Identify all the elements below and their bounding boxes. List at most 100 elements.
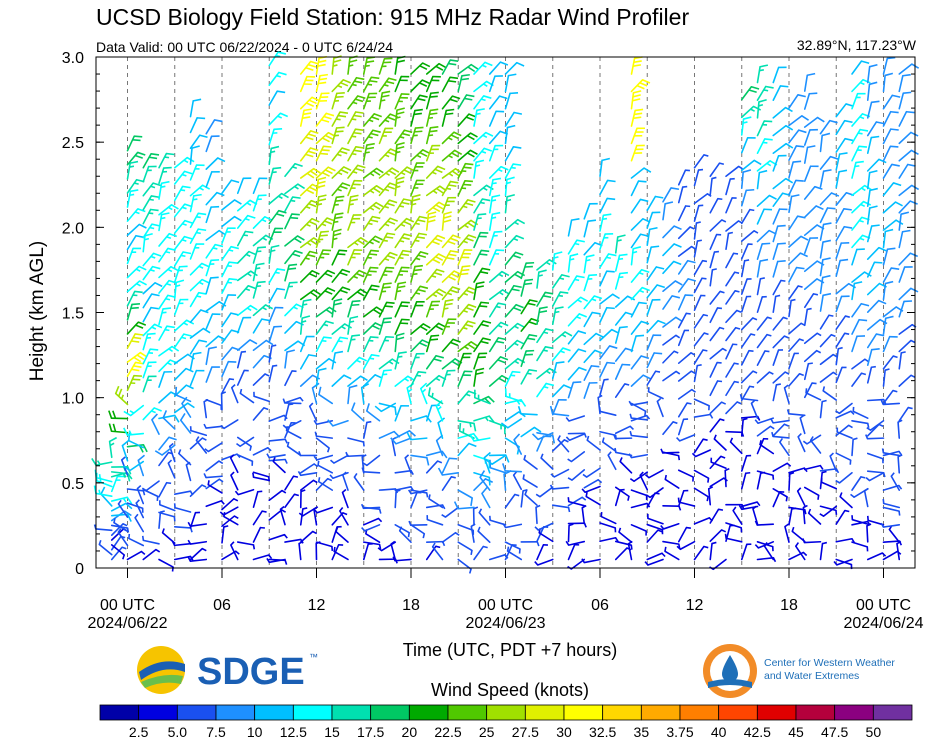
wind-barb <box>473 281 485 301</box>
wind-barb <box>567 451 586 463</box>
wind-barb <box>646 195 664 212</box>
wind-barb <box>470 523 476 543</box>
wind-barb <box>567 313 587 327</box>
wind-barb <box>531 431 554 441</box>
wind-barb <box>158 307 172 326</box>
wind-barb <box>425 322 447 335</box>
wind-barb <box>851 248 865 266</box>
wind-barb <box>713 434 727 451</box>
wind-barb <box>536 382 555 398</box>
wind-barb <box>627 540 633 561</box>
wind-barb <box>284 235 305 247</box>
wind-barb <box>488 356 509 370</box>
wind-barb <box>347 356 367 370</box>
wind-barb <box>882 72 894 93</box>
wind-barb <box>536 306 548 326</box>
wind-barb <box>410 149 431 162</box>
wind-barb <box>710 457 727 470</box>
wind-barb <box>740 208 755 225</box>
wind-barb <box>173 203 193 218</box>
wind-barb <box>619 457 633 474</box>
wind-barb <box>740 349 754 366</box>
wind-barb <box>317 460 334 474</box>
wind-barb <box>173 503 192 513</box>
wind-barb <box>378 90 391 110</box>
wind-barb <box>851 216 870 231</box>
wind-barb <box>299 479 318 491</box>
wind-barb <box>425 144 441 162</box>
wind-barb <box>126 223 147 237</box>
wind-barb <box>457 149 478 162</box>
wind-barb <box>835 103 854 118</box>
wind-barb <box>315 92 330 110</box>
wind-barb <box>268 209 287 225</box>
wind-barb <box>347 145 364 162</box>
wind-barb <box>851 128 869 145</box>
wind-barb <box>236 541 256 550</box>
wind-barb <box>565 415 586 422</box>
wind-barb <box>851 437 858 457</box>
wind-barb <box>394 332 405 353</box>
wind-barb <box>898 63 920 75</box>
wind-barb <box>732 506 743 525</box>
wind-barb <box>154 444 176 456</box>
wind-barb <box>756 242 771 260</box>
wind-barb <box>362 129 381 145</box>
wind-barb <box>677 497 696 507</box>
wind-barb <box>582 467 601 478</box>
wind-barb <box>881 448 901 457</box>
wind-barb <box>315 217 335 231</box>
x-tick-label: 06 <box>213 597 231 614</box>
colorbar-label: 10 <box>247 724 263 740</box>
wind-barb <box>299 108 313 127</box>
wind-barb <box>614 447 633 457</box>
wind-barb <box>693 469 710 483</box>
wind-barb <box>410 454 430 466</box>
wind-barb <box>754 417 775 425</box>
wind-barb <box>441 180 459 197</box>
wind-barb <box>630 334 645 353</box>
wind-barb <box>851 281 863 301</box>
wind-barb <box>315 269 336 283</box>
wind-barb <box>390 437 412 445</box>
wind-barb <box>898 300 913 318</box>
wind-barb <box>502 523 523 529</box>
wind-barb <box>788 129 807 144</box>
wind-barb <box>504 218 526 231</box>
wind-barb <box>677 205 691 222</box>
wind-barb <box>890 472 901 491</box>
wind-barb <box>135 499 145 519</box>
wind-barb <box>724 467 730 488</box>
wind-barb <box>835 410 855 419</box>
colorbar-label: 47.5 <box>821 724 848 740</box>
wind-barb <box>851 372 867 387</box>
wind-barb <box>410 339 430 353</box>
wind-barb <box>504 493 520 509</box>
wind-barb <box>362 56 376 75</box>
wind-barb <box>756 295 767 313</box>
wind-barb <box>187 556 208 562</box>
wind-barb <box>347 194 359 214</box>
wind-barb <box>473 131 494 145</box>
colorbar-swatch <box>834 704 874 721</box>
wind-barb <box>756 120 773 137</box>
wind-barb <box>738 504 759 511</box>
wind-barb <box>851 145 868 162</box>
wind-barb <box>425 404 440 422</box>
wind-barb <box>585 491 601 506</box>
wind-barb <box>504 322 525 335</box>
wind-barb <box>819 399 827 419</box>
wind-barb <box>441 131 462 145</box>
wind-barb <box>740 116 752 136</box>
wind-barb <box>158 265 179 279</box>
wind-barb <box>299 298 312 318</box>
wind-barb <box>236 214 256 229</box>
wind-barb <box>756 350 770 366</box>
wind-barb <box>807 508 822 525</box>
wind-barb <box>709 162 725 178</box>
wind-barb <box>347 76 365 93</box>
wind-barb <box>662 334 681 346</box>
wind-barb <box>427 387 444 405</box>
wind-barb <box>457 303 477 318</box>
wind-barb <box>567 296 589 309</box>
